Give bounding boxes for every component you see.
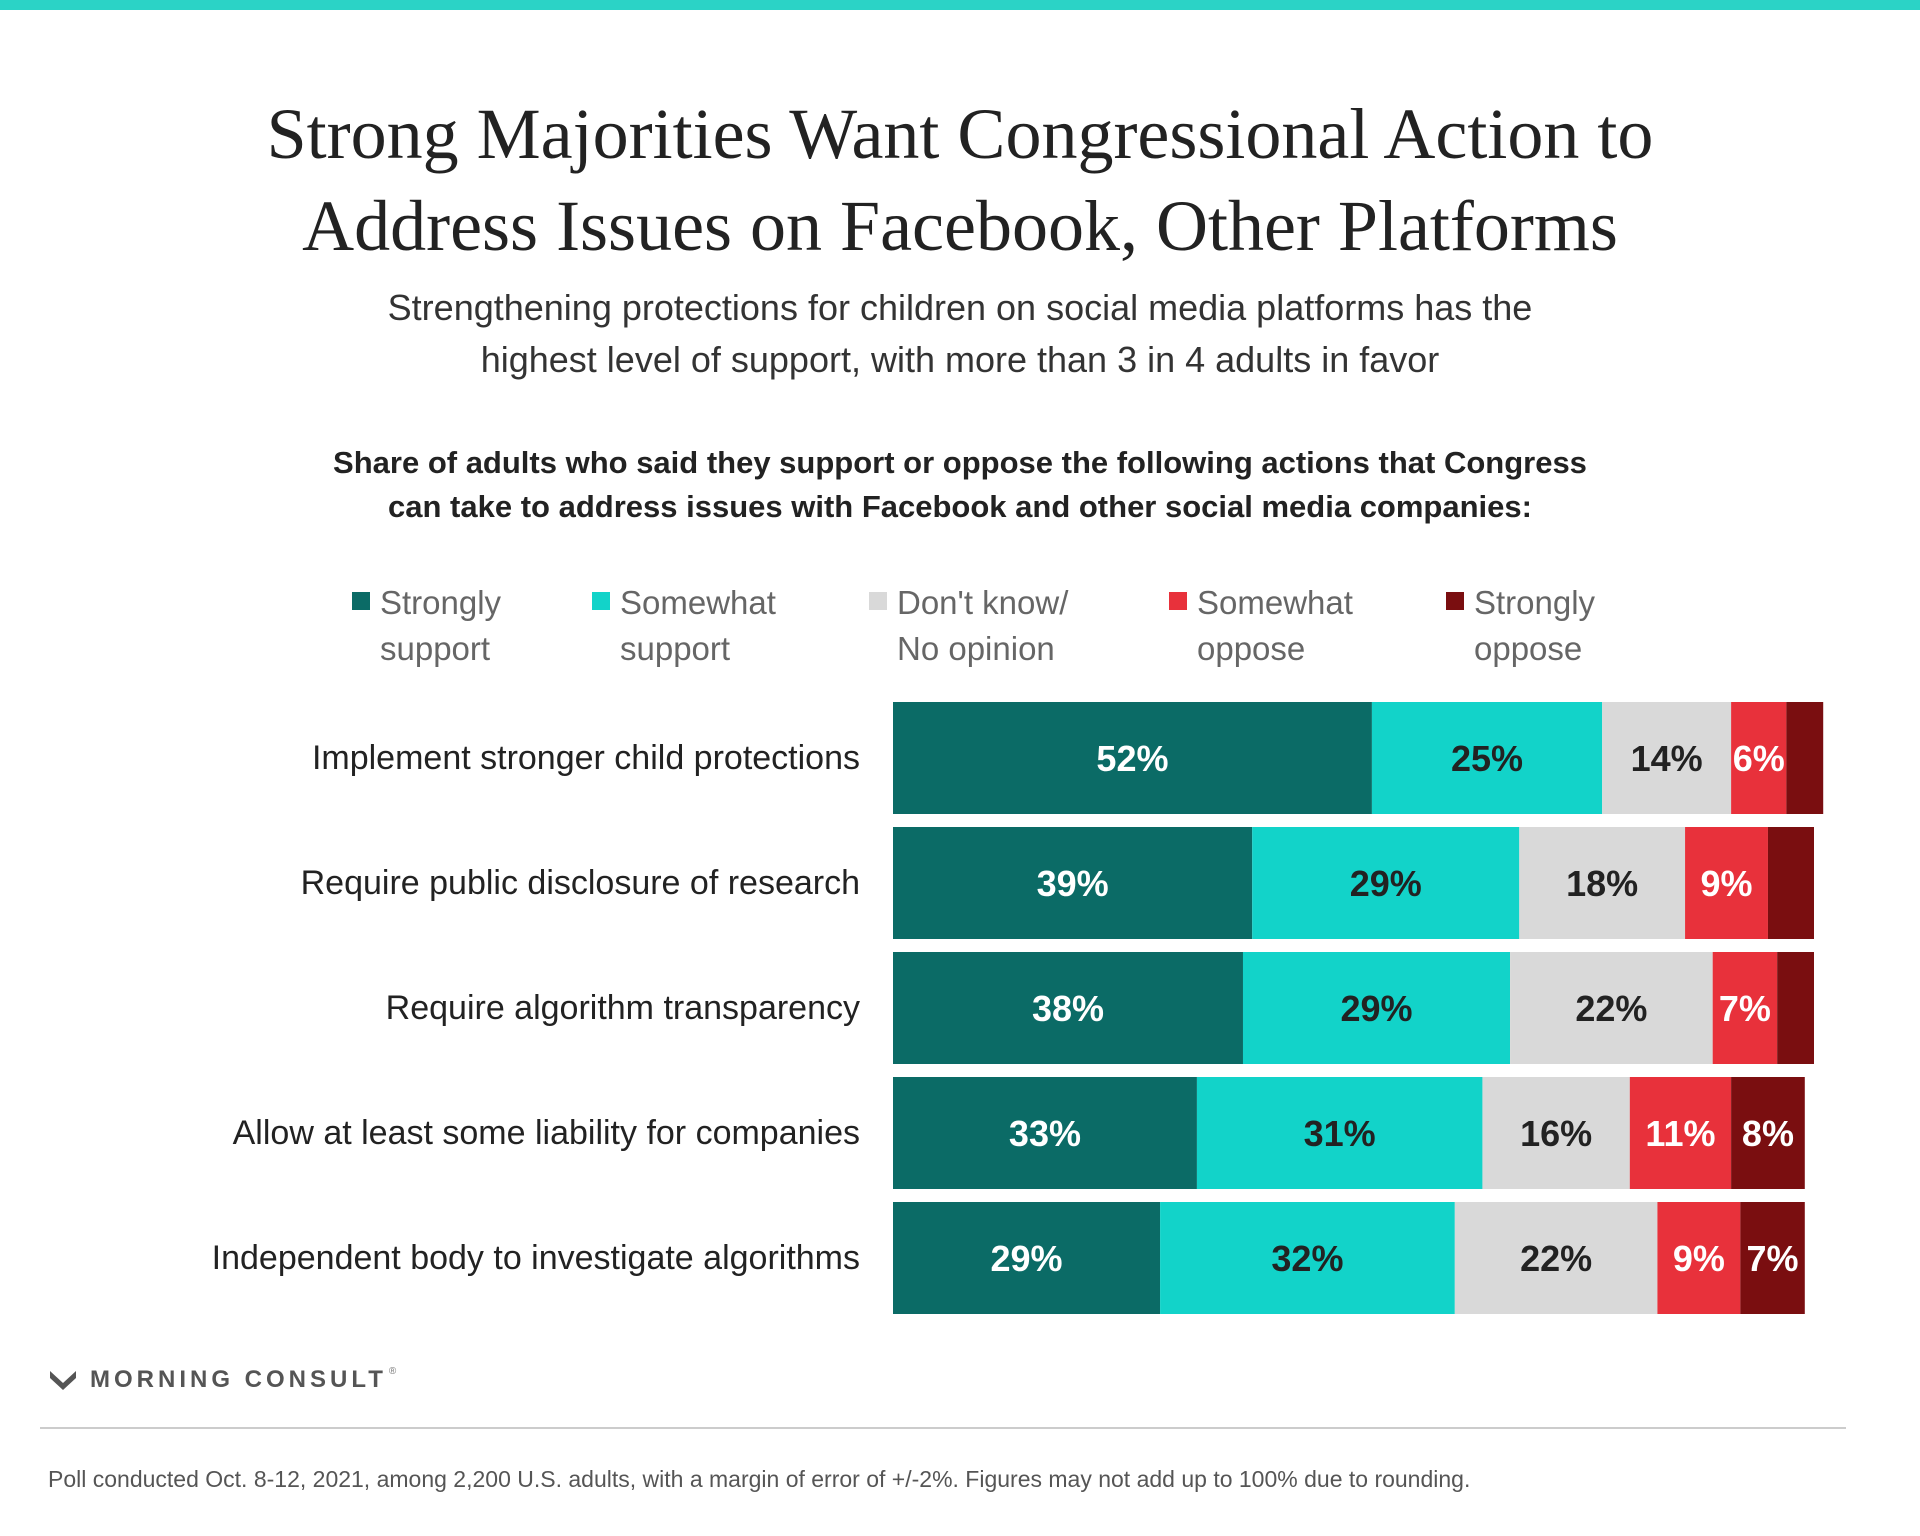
bar-require-algorithm-transparency-strongly-support [893, 952, 1243, 1064]
data-label-require-algorithm-transparency-strongly-support: 38% [1032, 988, 1104, 1029]
legend-item-dont-know: Don't know/ No opinion [869, 580, 1068, 672]
bar-independent-body-to-investigate-algorithms-somewhat-oppose [1657, 1202, 1741, 1314]
data-label-require-algorithm-transparency-somewhat-oppose: 7% [1719, 988, 1771, 1029]
bar-implement-stronger-child-protections-somewhat-support [1371, 702, 1603, 814]
data-label-require-public-disclosure-of-research-somewhat-support: 29% [1350, 863, 1422, 904]
data-label-require-public-disclosure-of-research-somewhat-oppose: 9% [1700, 863, 1752, 904]
stacked-bar-chart: Implement stronger child protections 52% 2… [212, 702, 1824, 1314]
legend-swatch-somewhat-support [592, 592, 610, 610]
legend-swatch-strongly-oppose [1446, 592, 1464, 610]
legend-item-somewhat-oppose: Somewhat oppose [1169, 580, 1353, 672]
bar-require-public-disclosure-of-research-somewhat-oppose [1685, 827, 1768, 939]
brand-registered-mark: ® [388, 1366, 397, 1377]
bar-independent-body-to-investigate-algorithms-don-t-know-no-opinion [1454, 1202, 1658, 1314]
bar-require-public-disclosure-of-research-don-t-know-no-opinion [1519, 827, 1686, 939]
data-label-implement-stronger-child-protections-somewhat-support: 25% [1451, 738, 1523, 779]
data-label-independent-body-to-investigate-algorithms-don-t-know-no-opinion: 22% [1520, 1238, 1592, 1279]
chart-title-line-1: Strong Majorities Want Congressional Act… [266, 94, 1654, 174]
survey-question: Share of adults who said they support or… [0, 441, 1920, 529]
chart-subtitle-line-1: Strengthening protections for children o… [387, 287, 1533, 328]
category-label-require-public-disclosure-of-research: Require public disclosure of research [301, 864, 860, 902]
bar-allow-at-least-some-liability-for-companies-somewhat-oppose [1629, 1077, 1732, 1189]
morning-consult-logo-icon [50, 1371, 76, 1390]
chart-title-line-2: Address Issues on Facebook, Other Platfo… [302, 186, 1618, 266]
data-label-implement-stronger-child-protections-somewhat-oppose: 6% [1733, 738, 1785, 779]
legend-swatch-somewhat-oppose [1169, 592, 1187, 610]
bar-independent-body-to-investigate-algorithms-strongly-oppose [1740, 1202, 1805, 1314]
bar-require-public-disclosure-of-research-strongly-support [893, 827, 1253, 939]
top-accent-bar [0, 0, 1920, 10]
category-label-require-algorithm-transparency: Require algorithm transparency [386, 989, 860, 1027]
data-label-require-public-disclosure-of-research-strongly-support: 39% [1037, 863, 1109, 904]
brand-name: MORNING CONSULT [90, 1366, 387, 1393]
bar-independent-body-to-investigate-algorithms-strongly-support [893, 1202, 1161, 1314]
data-label-allow-at-least-some-liability-for-companies-strongly-support: 33% [1009, 1113, 1081, 1154]
chart-subtitle-line-2: highest level of support, with more than… [480, 339, 1440, 380]
bar-independent-body-to-investigate-algorithms-somewhat-support [1160, 1202, 1455, 1314]
legend-label-strongly-oppose: Strongly oppose [1474, 584, 1596, 667]
bar-require-public-disclosure-of-research-strongly-oppose [1767, 827, 1814, 939]
chart-subtitle: Strengthening protections for children o… [0, 282, 1920, 386]
data-label-independent-body-to-investigate-algorithms-strongly-oppose: 7% [1747, 1238, 1799, 1279]
chart-title: Strong Majorities Want Congressional Act… [0, 88, 1920, 272]
data-label-require-algorithm-transparency-somewhat-support: 29% [1340, 988, 1412, 1029]
legend-label-somewhat-support: Somewhat support [620, 584, 776, 667]
data-label-allow-at-least-some-liability-for-companies-somewhat-oppose: 11% [1645, 1113, 1715, 1154]
bar-require-algorithm-transparency-somewhat-support [1242, 952, 1511, 1064]
legend-item-strongly-oppose: Strongly oppose [1446, 580, 1595, 672]
data-label-independent-body-to-investigate-algorithms-somewhat-oppose: 9% [1673, 1238, 1725, 1279]
legend-swatch-dont-know [869, 592, 887, 610]
bar-implement-stronger-child-protections-don-t-know-no-opinion [1602, 702, 1732, 814]
brand-logo: MORNING CONSULT ® [48, 1366, 396, 1394]
data-label-implement-stronger-child-protections-don-t-know-no-opinion: 14% [1631, 738, 1703, 779]
data-label-allow-at-least-some-liability-for-companies-don-t-know-no-opinion: 16% [1520, 1113, 1592, 1154]
legend-item-somewhat-support: Somewhat support [592, 580, 776, 672]
bar-allow-at-least-some-liability-for-companies-don-t-know-no-opinion [1482, 1077, 1630, 1189]
category-label-implement-stronger-child-protections: Implement stronger child protections [312, 739, 860, 777]
footnote: Poll conducted Oct. 8-12, 2021, among 2,… [48, 1466, 1471, 1492]
survey-question-line-1: Share of adults who said they support or… [333, 445, 1587, 480]
data-label-require-algorithm-transparency-don-t-know-no-opinion: 22% [1575, 988, 1647, 1029]
data-label-independent-body-to-investigate-algorithms-somewhat-support: 32% [1271, 1238, 1343, 1279]
legend-label-dont-know: Don't know/ No opinion [897, 584, 1069, 667]
bar-require-public-disclosure-of-research-somewhat-support [1252, 827, 1520, 939]
bar-implement-stronger-child-protections-strongly-support [893, 702, 1372, 814]
bar-allow-at-least-some-liability-for-companies-somewhat-support [1196, 1077, 1483, 1189]
data-label-implement-stronger-child-protections-strongly-support: 52% [1096, 738, 1168, 779]
legend-item-strongly-support: Strongly support [352, 580, 501, 672]
data-label-require-public-disclosure-of-research-don-t-know-no-opinion: 18% [1566, 863, 1638, 904]
survey-question-line-2: can take to address issues with Facebook… [388, 489, 1532, 524]
bar-require-algorithm-transparency-don-t-know-no-opinion [1510, 952, 1713, 1064]
legend-label-strongly-support: Strongly support [380, 584, 502, 667]
bar-require-algorithm-transparency-strongly-oppose [1777, 952, 1814, 1064]
data-label-allow-at-least-some-liability-for-companies-somewhat-support: 31% [1304, 1113, 1376, 1154]
legend-swatch-strongly-support [352, 592, 370, 610]
bar-allow-at-least-some-liability-for-companies-strongly-support [893, 1077, 1197, 1189]
data-label-allow-at-least-some-liability-for-companies-strongly-oppose: 8% [1742, 1113, 1794, 1154]
bar-require-algorithm-transparency-somewhat-oppose [1712, 952, 1778, 1064]
category-label-allow-at-least-some-liability-for-companies: Allow at least some liability for compan… [233, 1114, 860, 1152]
footer-divider [40, 1427, 1846, 1429]
bar-implement-stronger-child-protections-somewhat-oppose [1731, 702, 1787, 814]
bar-implement-stronger-child-protections-strongly-oppose [1786, 702, 1824, 814]
legend-label-somewhat-oppose: Somewhat oppose [1197, 584, 1353, 667]
bar-allow-at-least-some-liability-for-companies-strongly-oppose [1731, 1077, 1805, 1189]
data-label-independent-body-to-investigate-algorithms-strongly-support: 29% [991, 1238, 1063, 1279]
category-label-independent-body-to-investigate-algorithms: Independent body to investigate algorith… [212, 1239, 860, 1277]
